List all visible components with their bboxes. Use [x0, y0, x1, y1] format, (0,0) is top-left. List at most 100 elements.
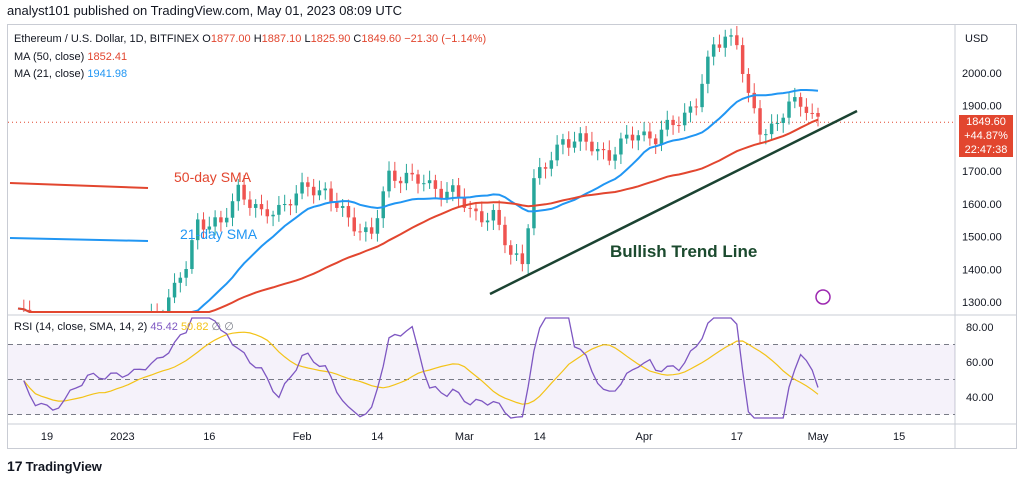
ma50-legend[interactable]: MA (50, close) 1852.41 [14, 51, 127, 63]
candle-body [578, 133, 583, 142]
x-tick-label: 2023 [110, 431, 134, 443]
candle-body [340, 206, 345, 208]
candle-body [439, 188, 443, 199]
candle-body [601, 148, 606, 151]
candle-body [387, 170, 391, 192]
candle-body [311, 186, 316, 196]
candle-body [590, 141, 594, 152]
candle-body [555, 144, 559, 161]
x-tick-label: Feb [293, 431, 312, 443]
high-value: 1887.10 [261, 33, 302, 45]
candle-body [717, 44, 722, 48]
candle-body [375, 218, 380, 234]
sma50-annotation: 50-day SMA [174, 169, 252, 185]
candle-body [549, 160, 554, 169]
sma21-annotation-line [9, 237, 149, 242]
candle-body [572, 141, 577, 148]
open-key: O [202, 33, 211, 45]
candle-body [468, 207, 472, 209]
candle-body [584, 133, 588, 142]
candle-body [746, 73, 751, 93]
rsi-tick-label: 80.00 [966, 322, 994, 334]
y-tick-label: 1600.00 [962, 199, 1002, 211]
y-tick-label: 1900.00 [962, 101, 1002, 113]
candle-body [288, 204, 293, 206]
candle-body [752, 92, 756, 109]
candle-body [700, 83, 704, 108]
y-tick-label: 1700.00 [962, 166, 1002, 178]
x-tick-label: 19 [41, 431, 53, 443]
candle-body [230, 201, 235, 218]
sma50-annotation-line [9, 182, 149, 189]
candle-body [636, 135, 641, 141]
candle-body [503, 224, 507, 246]
candle-body [201, 219, 206, 230]
rsi-value: 45.42 [150, 321, 178, 333]
symbol-name[interactable]: Ethereum / U.S. Dollar, 1D, BITFINEX [14, 33, 200, 45]
rsi-na-1: ∅ [211, 321, 222, 333]
candle-body [653, 138, 658, 145]
last-price-value: 1849.60 [966, 116, 1006, 128]
chart-frame [7, 24, 1017, 449]
candle-body [740, 45, 745, 74]
candle-body [671, 119, 675, 126]
y-tick-label: 2000.00 [962, 68, 1002, 80]
rsi-sma-line [23, 331, 819, 405]
ma21-legend[interactable]: MA (21, close) 1941.98 [14, 68, 127, 80]
candle-body [474, 208, 478, 212]
candle-body [630, 134, 635, 141]
ma21-value: 1941.98 [87, 68, 128, 80]
candle-body [798, 97, 803, 107]
candle-body [665, 119, 670, 130]
candle-body [624, 134, 629, 139]
candle-body [688, 106, 693, 113]
candle-body [810, 112, 814, 114]
candle-body [711, 44, 716, 57]
candle-body [422, 183, 426, 185]
candle-body [369, 227, 374, 234]
candle-body [259, 204, 264, 210]
candle-body [793, 97, 797, 102]
x-tick-label: Mar [455, 431, 474, 443]
candle-body [404, 172, 409, 184]
candle-body [648, 131, 652, 139]
ma50-line [17, 118, 819, 313]
candle-body [445, 191, 449, 199]
trend-line-annotation: Bullish Trend Line [610, 242, 758, 261]
candle-body [323, 188, 327, 191]
candle-body [346, 206, 351, 218]
candle-body [219, 217, 223, 223]
x-tick-label: 17 [731, 431, 743, 443]
rsi-na-2: ∅ [224, 321, 234, 333]
bullish-trend-line [489, 109, 858, 296]
rsi-legend[interactable]: RSI (14, close, SMA, 14, 2) 45.42 50.82 … [14, 320, 234, 333]
candle-body [706, 56, 710, 84]
y-tick-label: 1400.00 [962, 264, 1002, 276]
candle-body [682, 112, 687, 126]
candle-body [433, 180, 438, 189]
candle-body [764, 134, 768, 136]
candle-body [526, 228, 530, 265]
candle-body [781, 117, 785, 124]
candle-body [248, 199, 252, 208]
candle-body [224, 217, 229, 223]
tradingview-brand: TradingView [25, 459, 102, 474]
tradingview-footer[interactable]: 17 TradingView [7, 458, 102, 474]
ma21-line [17, 89, 819, 313]
candle-body [491, 209, 496, 221]
candle-body [306, 182, 310, 187]
candle-body [416, 174, 420, 184]
candle-body [195, 219, 200, 241]
candle-body [462, 198, 467, 208]
symbol-legend: Ethereum / U.S. Dollar, 1D, BITFINEX O 18… [14, 33, 486, 45]
x-tick-label: 14 [534, 431, 546, 443]
x-tick-label: 14 [371, 431, 383, 443]
candle-body [190, 240, 194, 269]
candle-body [358, 231, 362, 233]
candle-body [253, 204, 258, 208]
candle-body [538, 167, 542, 179]
candle-body [561, 139, 565, 145]
candle-body [497, 209, 501, 225]
lightning-icon [815, 289, 831, 305]
